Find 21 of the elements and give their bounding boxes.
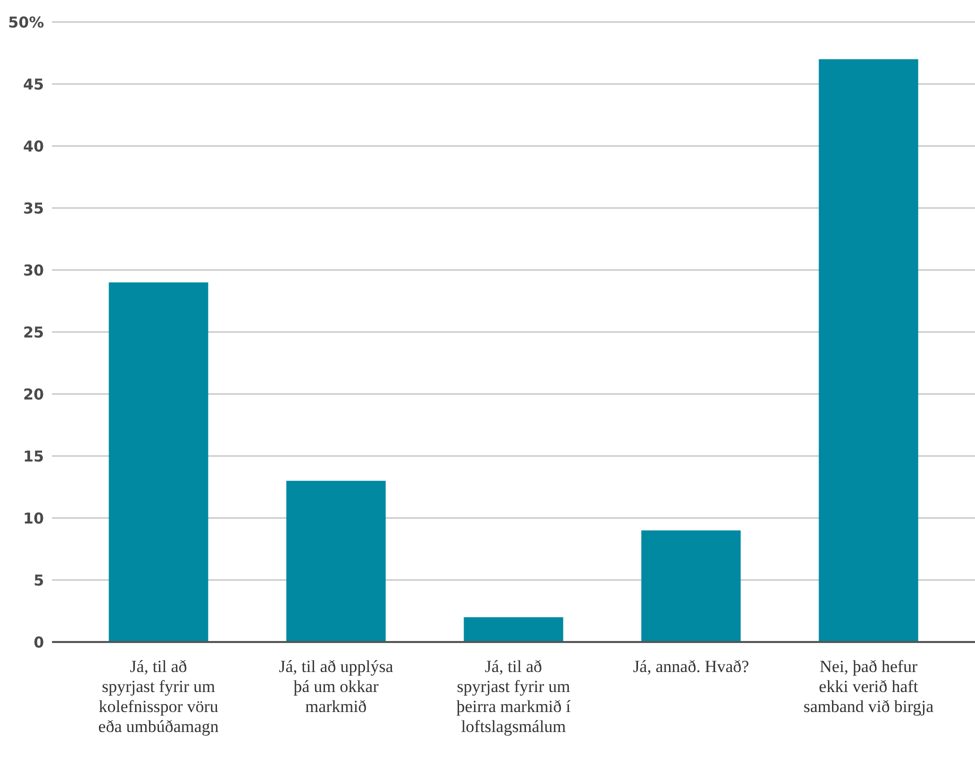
y-tick-label: 15 (23, 447, 44, 466)
y-tick-label: 20 (23, 385, 44, 404)
y-tick-label: 0 (34, 633, 44, 652)
y-tick-label: 30 (23, 261, 44, 280)
x-tick-label: Já, til að spyrjast fyrir um kolefnisspor vöru eða umbúðamagn (98, 657, 220, 736)
y-tick-label: 35 (23, 199, 44, 218)
x-tick-label: Nei, það hefur ekki verið haft samband við birgja (804, 657, 934, 716)
y-tick-label: 25 (23, 323, 44, 342)
y-tick-label: 50% (8, 13, 44, 32)
bar (286, 480, 386, 642)
y-tick-label: 40 (23, 137, 44, 156)
bar (818, 59, 918, 642)
y-tick-label: 10 (23, 509, 44, 528)
x-tick-label: Já, til að upplýsa þá um okkar markmið (278, 657, 394, 716)
bar (108, 282, 208, 642)
x-tick-label: Já, annað. Hvað? (632, 657, 750, 676)
bar (464, 617, 564, 642)
x-tick-label: Já, til að spyrjast fyrir um þeirra markmið í loftslagsmálum (456, 657, 571, 736)
bar (641, 530, 741, 642)
y-tick-label: 45 (23, 75, 44, 94)
y-tick-label: 5 (34, 571, 44, 590)
